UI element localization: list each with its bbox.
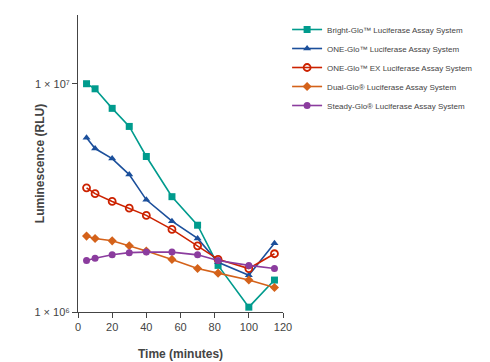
svg-text:100: 100 bbox=[240, 321, 258, 333]
svg-text:1 × 10⁶: 1 × 10⁶ bbox=[34, 306, 69, 318]
svg-text:ONE-Glo™ Luciferase Assay Syst: ONE-Glo™ Luciferase Assay System bbox=[327, 45, 459, 54]
svg-text:60: 60 bbox=[174, 321, 186, 333]
svg-text:ONE-Glo™ EX Luciferase Assay S: ONE-Glo™ EX Luciferase Assay System bbox=[327, 64, 472, 73]
svg-text:120: 120 bbox=[274, 321, 292, 333]
svg-text:Time (minutes): Time (minutes) bbox=[138, 347, 223, 361]
svg-text:80: 80 bbox=[209, 321, 221, 333]
svg-text:0: 0 bbox=[75, 321, 81, 333]
svg-text:40: 40 bbox=[140, 321, 152, 333]
svg-text:Bright-Glo™ Luciferase Assay S: Bright-Glo™ Luciferase Assay System bbox=[327, 26, 463, 35]
svg-text:Luminescence (RLU): Luminescence (RLU) bbox=[33, 104, 47, 223]
svg-text:1 × 10⁷: 1 × 10⁷ bbox=[35, 78, 70, 90]
svg-text:Dual-Glo® Luciferase Assay Sys: Dual-Glo® Luciferase Assay System bbox=[327, 83, 456, 92]
svg-text:Steady-Glo® Luciferase Assay S: Steady-Glo® Luciferase Assay System bbox=[327, 102, 465, 111]
svg-text:20: 20 bbox=[106, 321, 118, 333]
